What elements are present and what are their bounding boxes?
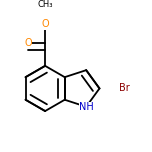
Text: O: O xyxy=(24,38,32,48)
Text: NH: NH xyxy=(79,102,94,112)
Text: O: O xyxy=(41,19,49,29)
Text: Br: Br xyxy=(119,83,130,93)
Text: CH₃: CH₃ xyxy=(37,0,53,9)
